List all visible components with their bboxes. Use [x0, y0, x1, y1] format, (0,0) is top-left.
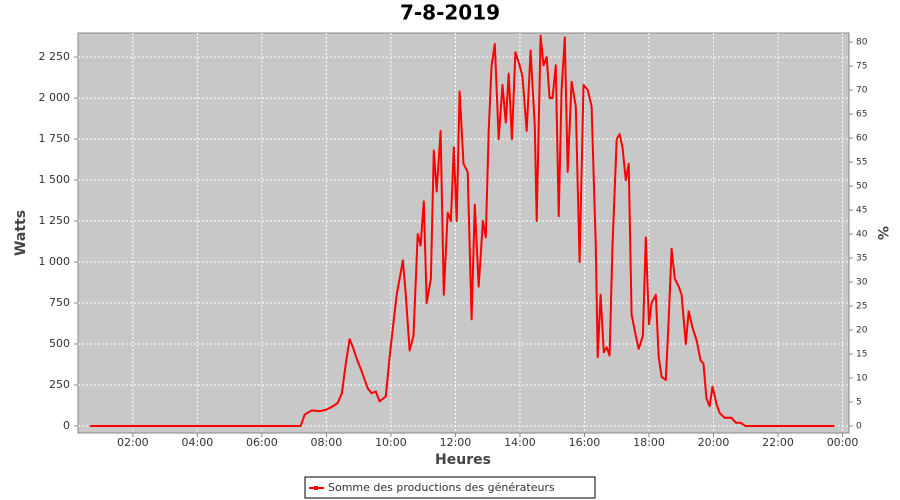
y-tick-label: 750	[49, 296, 70, 309]
y-tick-label: 1 750	[39, 132, 71, 145]
x-tick-label: 14:00	[504, 436, 536, 449]
y2-tick-label: 40	[856, 230, 868, 240]
y-tick-label: 1 000	[39, 255, 71, 268]
y2-tick-label: 65	[856, 110, 867, 120]
legend	[304, 476, 596, 499]
x-tick-label: 22:00	[762, 436, 794, 449]
y2-tick-label: 25	[856, 302, 867, 312]
y2-tick-label: 60	[856, 134, 868, 144]
x-axis-label: Heures	[435, 452, 491, 468]
y2-tick-label: 30	[856, 278, 868, 288]
y2-tick-label: 15	[856, 350, 867, 360]
x-tick-label: 10:00	[375, 436, 407, 449]
legend-label: Somme des productions des générateurs	[328, 481, 555, 494]
y-tick-label: 0	[63, 419, 70, 432]
y2-axis-label: %	[874, 226, 890, 240]
series-line	[89, 34, 835, 427]
y2-tick-label: 35	[856, 254, 867, 264]
y2-tick-label: 45	[856, 206, 867, 216]
y-tick-label: 250	[49, 378, 70, 391]
y2-tick-label: 75	[856, 62, 867, 72]
x-tick-label: 18:00	[633, 436, 665, 449]
x-tick-label: 04:00	[182, 436, 214, 449]
y2-tick-label: 80	[856, 38, 868, 48]
x-tick-label: 06:00	[246, 436, 278, 449]
x-tick-label: 12:00	[440, 436, 472, 449]
x-tick-label: 00:00	[827, 436, 859, 449]
y2-tick-label: 0	[856, 421, 862, 431]
chart-title: 7-8-2019	[400, 1, 500, 25]
x-tick-label: 08:00	[311, 436, 343, 449]
y-tick-label: 2 250	[39, 50, 71, 63]
y2-tick-label: 5	[856, 398, 862, 408]
x-tick-label: 20:00	[698, 436, 730, 449]
y-axis-label: Watts	[13, 210, 29, 256]
y-tick-label: 1 500	[39, 173, 71, 186]
plot-area	[77, 32, 850, 434]
y2-tick-label: 10	[856, 374, 868, 384]
y2-tick-label: 55	[856, 158, 867, 168]
y-tick-label: 1 250	[39, 214, 71, 227]
legend-marker	[314, 486, 318, 490]
x-tick-label: 16:00	[569, 436, 601, 449]
y-tick-label: 500	[49, 337, 70, 350]
x-tick-label: 02:00	[117, 436, 149, 449]
y-tick-label: 2 000	[39, 91, 71, 104]
y2-tick-label: 70	[856, 86, 868, 96]
y2-tick-label: 50	[856, 182, 868, 192]
y2-tick-label: 20	[856, 326, 868, 336]
